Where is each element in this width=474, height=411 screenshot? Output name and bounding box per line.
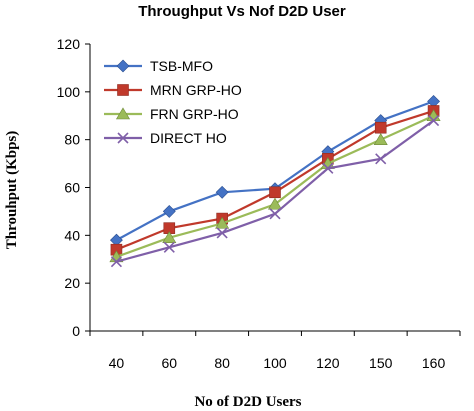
series-mrn-grp-ho: [110, 105, 440, 256]
y-axis-title: Throuhput (Kbps): [4, 131, 20, 250]
y-tick-label: 120: [57, 36, 81, 52]
x-tick-label: 80: [214, 355, 230, 371]
legend-label: DIRECT HO: [150, 130, 227, 146]
data-point: [428, 114, 440, 127]
legend-marker: [117, 132, 129, 144]
legend-entry: MRN GRP-HO: [104, 82, 242, 98]
data-point: [162, 204, 176, 218]
series-direct-ho: [110, 114, 440, 268]
data-point: [374, 121, 387, 134]
y-tick-label: 0: [72, 323, 80, 339]
legend-entry: FRN GRP-HO: [104, 106, 239, 122]
data-point: [162, 231, 177, 244]
legend-entry: DIRECT HO: [104, 130, 227, 146]
x-tick-label: 160: [422, 355, 446, 371]
legend-label: FRN GRP-HO: [150, 106, 239, 122]
data-point: [163, 241, 175, 253]
x-tick-label: 100: [263, 355, 287, 371]
chart-title: Throughput Vs Nof D2D User: [138, 3, 346, 20]
y-tick-label: 20: [64, 275, 80, 291]
y-tick-label: 100: [57, 84, 81, 100]
data-point: [215, 216, 230, 229]
legend-marker: [117, 84, 129, 96]
data-point: [375, 153, 387, 165]
data-point: [267, 197, 283, 210]
x-axis-title: No of D2D Users: [194, 394, 301, 410]
data-point: [216, 227, 228, 239]
data-point: [269, 208, 281, 220]
data-point: [269, 186, 281, 199]
x-tick-label: 120: [316, 355, 340, 371]
data-point: [215, 185, 229, 199]
legend: TSB-MFO MRN GRP-HO FRN GRP-HO DIRECT HO: [104, 58, 242, 146]
data-point: [110, 256, 122, 268]
series-layer: [109, 94, 441, 268]
x-tick-labels: 40 60 80 100 120 150 160: [109, 355, 446, 371]
x-tick-label: 40: [109, 355, 125, 371]
data-point: [322, 162, 334, 174]
legend-label: MRN GRP-HO: [150, 82, 242, 98]
legend-label: TSB-MFO: [150, 58, 213, 74]
legend-marker: [115, 107, 131, 120]
y-tick-labels: 0 20 40 60 80 100 120: [57, 36, 81, 339]
x-tick-label: 150: [369, 355, 393, 371]
legend-marker: [116, 59, 130, 73]
data-point: [373, 133, 388, 145]
legend-entry: TSB-MFO: [104, 58, 213, 74]
y-tick-label: 40: [64, 227, 80, 243]
axes: [85, 43, 461, 336]
x-tick-label: 60: [161, 355, 177, 371]
y-tick-label: 80: [64, 132, 80, 148]
y-tick-label: 60: [64, 180, 80, 196]
